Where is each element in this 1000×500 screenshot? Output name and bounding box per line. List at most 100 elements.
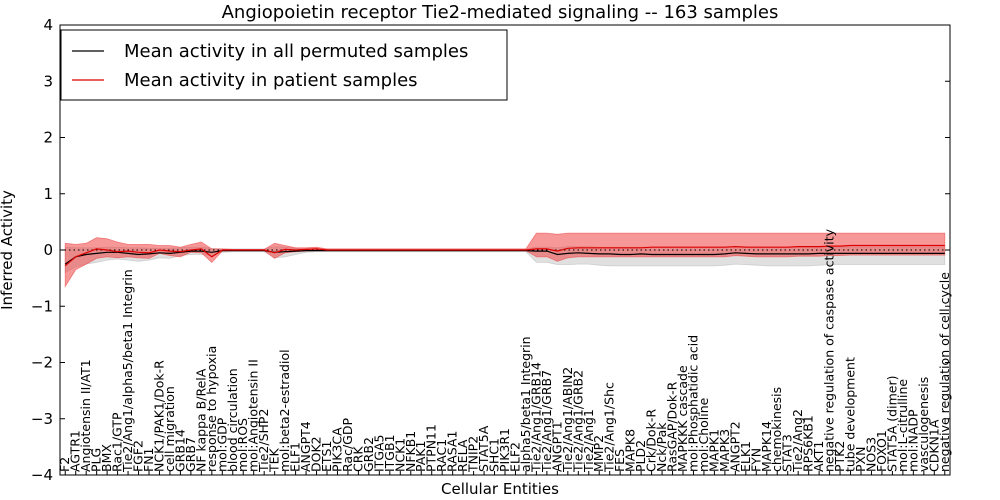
x-tick-label: MAPK8 <box>623 429 638 472</box>
x-tick-label: mol:NADP <box>905 409 920 472</box>
x-tick-label: PAK1 <box>413 441 428 472</box>
y-tick-label: 0 <box>43 241 53 259</box>
x-tick-label: negative regulation of cell cycle <box>937 272 952 472</box>
x-axis-label: Cellular Entities <box>441 480 559 498</box>
legend-box <box>60 29 508 101</box>
x-tick-label: STAT5A <box>476 425 491 472</box>
x-tick-label: TEK <box>267 447 282 473</box>
x-tick-label: MAPK3 <box>717 429 732 472</box>
x-tick-label: cell migration <box>162 386 177 472</box>
x-tick-label: Tie2/Ang1/GRB14 <box>528 362 543 473</box>
x-tick-label: mol:Angiotensin II <box>246 359 261 472</box>
x-tick-label: blood circulation <box>225 368 240 472</box>
y-tick-label: 3 <box>43 72 53 90</box>
y-tick-label: −1 <box>31 297 53 315</box>
x-tick-label: NCK1 <box>392 438 407 472</box>
x-tick-label: mol:L-citrulline <box>895 379 910 472</box>
y-tick-label: −2 <box>31 354 53 372</box>
x-tick-label: MAPK14 <box>759 421 774 472</box>
confidence-bands <box>64 232 946 289</box>
x-tick-label: NF kappa B/RelA <box>193 368 208 472</box>
x-tick-label: NFKB1 <box>403 431 418 472</box>
x-tick-label: GRB7 <box>183 437 198 472</box>
y-tick-label: 1 <box>43 185 53 203</box>
x-tick-label: Angiotensin II/AT1 <box>78 359 93 472</box>
legend-label-patient: Mean activity in patient samples <box>124 70 418 91</box>
x-tick-label: Tie2/Ang1/ABIN2 <box>560 367 575 473</box>
x-tick-label: negative regulation of caspase activity <box>822 228 837 472</box>
x-tick-label: Rac1/GTP <box>110 412 125 472</box>
x-tick-label: Tie2/SHP2 <box>256 409 271 473</box>
x-tick-label: PXN <box>853 447 868 472</box>
y-tick-label: 4 <box>43 16 53 34</box>
x-tick-label: GRB14 <box>172 429 187 472</box>
x-tick-label: ITGA5 <box>371 434 386 472</box>
x-tick-label: chemokinesis <box>769 387 784 472</box>
x-tick-label: RAC1 <box>434 439 449 472</box>
x-tick-label: Nck/Pak <box>654 422 669 472</box>
x-tick-label: Rac/GDP <box>340 418 355 472</box>
x-tick-label: vasculogenesis <box>916 377 931 472</box>
x-tick-label: AGTR1 <box>68 430 83 472</box>
x-tick-label: MAPKKK cascade <box>675 365 690 472</box>
x-tick-label: PTPN11 <box>424 424 439 472</box>
x-tick-label: mol:GDP <box>214 417 229 472</box>
x-tick-label: Crk/Dok-R <box>644 409 659 472</box>
series-lines <box>64 244 945 267</box>
x-tick-label: alpha5/beta1 Integrin <box>518 336 533 472</box>
x-tick-label: response to hypoxia <box>204 346 219 472</box>
x-tick-label: ELF2 <box>507 442 522 472</box>
x-tick-label: FES <box>612 449 627 472</box>
x-tick-label: Tie2/Ang2 <box>790 409 805 473</box>
y-tick-label: 2 <box>43 129 53 147</box>
x-tick-label: FOXO1 <box>874 430 889 472</box>
x-tick-label: ANGPT2 <box>727 421 742 472</box>
x-tick-label: mol:Choline <box>696 397 711 472</box>
y-axis-ticks: −4 −3 −2 −1 0 1 2 3 4 <box>31 16 950 484</box>
x-tick-label: ITGB1 <box>382 434 397 472</box>
x-tick-label: CDKN1A <box>926 419 941 472</box>
x-tick-label: mol:beta2-estradiol <box>277 349 292 472</box>
x-tick-label: FYN <box>748 448 763 472</box>
y-tick-label: −3 <box>31 410 53 428</box>
x-tick-label: mol:Phosphatidic acid <box>685 335 700 472</box>
x-tick-label: ANGPT1 <box>549 421 564 472</box>
x-tick-label: FN1 <box>141 448 156 473</box>
x-tick-label: MMP2 <box>591 435 606 472</box>
y-tick-label: −4 <box>31 466 53 484</box>
x-tick-label: SHC1 <box>487 438 502 472</box>
chart-title: Angiopoietin receptor Tie2-mediated sign… <box>222 2 779 23</box>
x-tick-label: ELF1 <box>288 442 303 472</box>
x-tick-label: TNIP2 <box>466 436 481 473</box>
x-tick-label: mol:ROS <box>235 418 250 472</box>
x-tick-label: ETS1 <box>319 441 334 472</box>
x-tick-label: Tie2/Ang1/Shc <box>602 382 617 473</box>
x-tick-label: PLG <box>89 448 104 472</box>
x-tick-label: NOS3 <box>863 437 878 472</box>
x-tick-label: PIK3CA <box>329 427 344 472</box>
x-tick-label: CRK <box>350 446 365 472</box>
legend-label-permuted: Mean activity in all permuted samples <box>124 41 468 62</box>
x-tick-label: ELK1 <box>738 441 753 472</box>
x-tick-label: RPS6KB1 <box>801 415 816 472</box>
x-tick-label: Tie2/Ang1/alpha5/beta1 Integrin <box>120 269 135 473</box>
x-tick-label: MAPK1 <box>706 429 721 472</box>
x-tick-label: STAT5A (dimer) <box>884 376 899 472</box>
x-tick-label: Tie2/Ang1 <box>581 409 596 473</box>
legend: Mean activity in all permuted samples Me… <box>60 29 508 101</box>
x-tick-label: STAT3 <box>780 434 795 472</box>
x-tick-label: DOK2 <box>309 436 324 472</box>
x-tick-label: Tie2/Ang1/GRB2 <box>570 370 585 473</box>
x-tick-label: RASA1 <box>445 431 460 472</box>
x-tick-label: PTK2 <box>832 441 847 472</box>
x-tick-label: tube development <box>843 357 858 472</box>
x-tick-label: BMX <box>99 444 114 472</box>
x-tick-label: AKT1 <box>811 441 826 472</box>
y-axis-label: Inferred Activity <box>0 190 16 310</box>
x-tick-label: PLD2 <box>633 440 648 472</box>
x-tick-label: RELA <box>455 439 470 472</box>
line-patient <box>64 244 945 267</box>
x-tick-label: PIK3R1 <box>497 428 512 472</box>
